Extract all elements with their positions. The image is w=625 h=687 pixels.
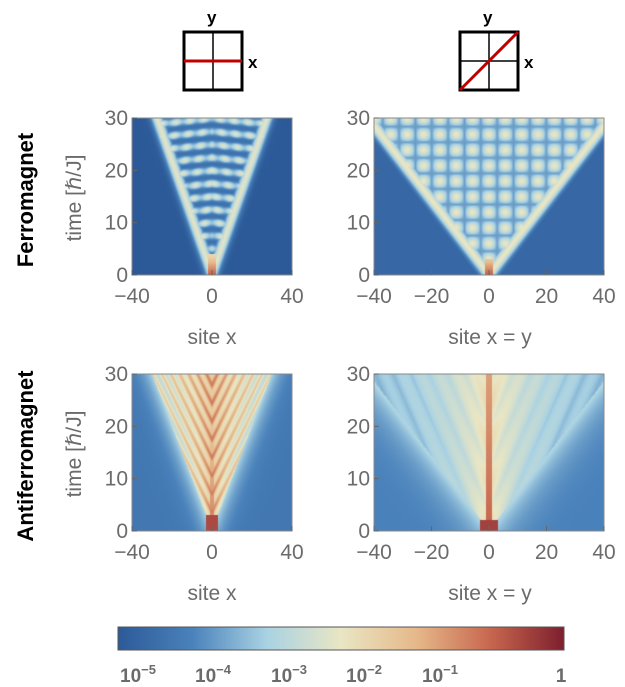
x-axis-label-bottom-right: site x = y — [448, 582, 532, 605]
x-axis-label-bottom-left: site x — [187, 582, 237, 605]
direction-line — [458, 30, 520, 92]
y-tick-label: 30 — [347, 363, 370, 386]
y-axis-label-bottom: time [ℏ/J] — [63, 411, 86, 498]
x-tick-label: 40 — [280, 541, 303, 564]
x-tick-label: 40 — [592, 285, 615, 308]
x-tick-label: 0 — [206, 285, 218, 308]
y-tick-label: 20 — [105, 159, 128, 182]
x-tick-label: 0 — [206, 541, 218, 564]
row-label-antiferromagnet: Antiferromagnet — [13, 370, 38, 542]
y-tick-label: 20 — [105, 415, 128, 438]
y-tick-label: 20 — [347, 415, 370, 438]
colorbar-tick-label: 10−4 — [195, 662, 232, 687]
y-tick-label: 20 — [347, 159, 370, 182]
x-tick-label: −40 — [114, 285, 150, 308]
x-tick-label: 20 — [535, 541, 558, 564]
y-tick-label: 0 — [116, 520, 128, 543]
direction-icon-diagonal: y x — [458, 8, 534, 92]
colorbar-tick-label: 10−2 — [346, 662, 382, 687]
x-tick-label: 40 — [592, 541, 615, 564]
y-tick-label: 10 — [105, 212, 128, 235]
x-tick-label: −40 — [356, 541, 392, 564]
heatmap-antiferro-diagonal: 0 10 20 30 −40 −20 0 20 40 — [347, 363, 616, 564]
icon-y-label: y — [207, 8, 217, 27]
heatmap-image — [374, 118, 604, 275]
heatmap-ferro-diagonal: 0 10 20 30 −40 −20 0 20 40 — [347, 107, 616, 308]
colorbar-tick-label: 10−3 — [271, 662, 307, 687]
x-tick-label: 0 — [483, 285, 495, 308]
x-axis-label-top-left: site x — [187, 326, 237, 349]
y-tick-label: 0 — [358, 264, 370, 287]
x-tick-label: −40 — [114, 541, 150, 564]
y-tick-label: 30 — [347, 107, 370, 130]
y-tick-label: 30 — [105, 107, 128, 130]
heatmap-image — [132, 118, 292, 275]
y-tick-label: 30 — [105, 363, 128, 386]
x-tick-label: 0 — [483, 541, 495, 564]
colorbar: 10−5 10−4 10−3 10−2 10−1 1 — [117, 626, 567, 687]
y-tick-label: 0 — [358, 520, 370, 543]
icon-y-label: y — [483, 8, 493, 27]
colorbar-tick-label: 10−5 — [120, 662, 156, 687]
y-axis-label-top: time [ℏ/J] — [63, 155, 86, 242]
x-tick-label: 40 — [280, 285, 303, 308]
x-tick-label: −20 — [414, 285, 450, 308]
colorbar-tick-label: 10−1 — [422, 662, 458, 687]
x-tick-label: 20 — [535, 285, 558, 308]
icon-x-label: x — [524, 53, 534, 72]
y-tick-label: 10 — [347, 468, 370, 491]
y-tick-label: 10 — [105, 468, 128, 491]
y-tick-label: 10 — [347, 212, 370, 235]
x-tick-label: −20 — [414, 541, 450, 564]
x-tick-label: −40 — [356, 285, 392, 308]
heatmap-image — [374, 374, 604, 531]
heatmap-image — [132, 374, 292, 531]
x-axis-label-top-right: site x = y — [448, 326, 532, 349]
y-tick-label: 0 — [116, 264, 128, 287]
icon-x-label: x — [248, 53, 258, 72]
colorbar-tick-label: 1 — [556, 666, 567, 687]
row-label-ferromagnet: Ferromagnet — [13, 132, 38, 267]
direction-icon-x: y x — [182, 8, 258, 92]
colorbar-gradient — [117, 626, 565, 651]
